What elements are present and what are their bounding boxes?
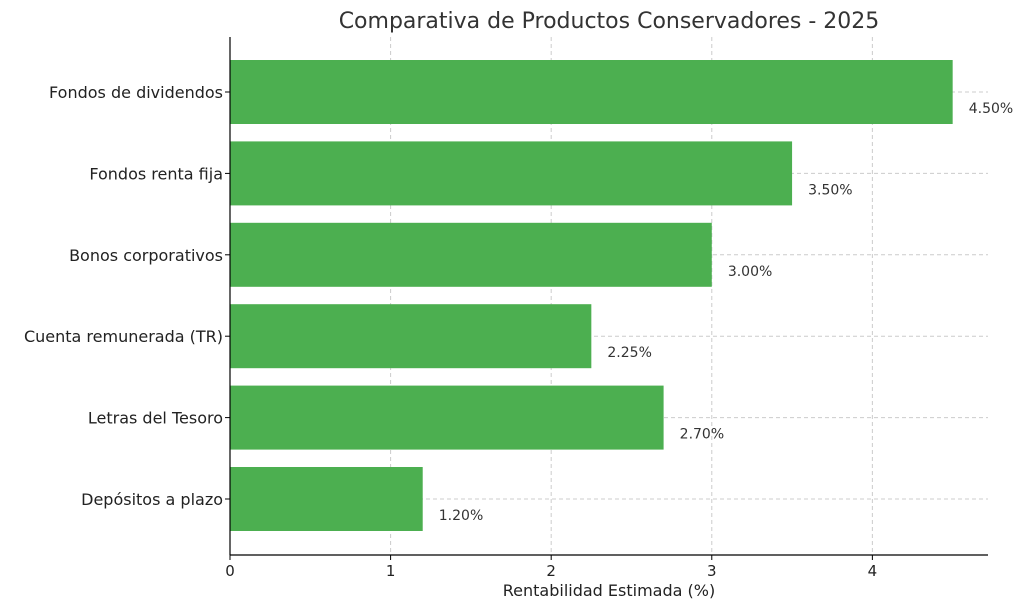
bar: [230, 467, 423, 531]
bar: [230, 385, 664, 450]
y-tick-label: Fondos de dividendos: [49, 83, 223, 102]
data-label: 3.00%: [728, 264, 772, 280]
bar: [230, 304, 592, 369]
y-tick-label: Letras del Tesoro: [88, 409, 223, 428]
data-label: 1.20%: [439, 508, 483, 524]
y-tick-labels: Fondos de dividendos Fondos renta fija Bon…: [24, 83, 230, 509]
data-labels: 4.50% 3.50% 3.00% 2.25% 2.70% 1.20%: [439, 101, 1013, 524]
data-label: 2.25%: [607, 345, 651, 361]
x-tick-labels: 0 1 2 3 4: [225, 555, 877, 580]
y-tick-label: Bonos corporativos: [69, 246, 223, 265]
x-tick-label: 2: [546, 562, 556, 580]
data-label: 4.50%: [969, 101, 1013, 117]
bars: [230, 60, 953, 531]
y-tick-label: Fondos renta fija: [89, 164, 223, 183]
bar: [230, 141, 793, 206]
y-tick-label: Cuenta remunerada (TR): [24, 327, 223, 346]
x-axis-label: Rentabilidad Estimada (%): [503, 581, 715, 600]
data-label: 3.50%: [808, 182, 852, 198]
bar: [230, 222, 712, 287]
x-tick-label: 1: [386, 562, 396, 580]
chart-title: Comparativa de Productos Conservadores -…: [339, 9, 880, 34]
y-tick-label: Depósitos a plazo: [81, 490, 223, 509]
x-tick-label: 4: [868, 562, 878, 580]
x-tick-label: 3: [707, 562, 717, 580]
x-tick-label: 0: [225, 562, 235, 580]
bar: [230, 60, 953, 124]
data-label: 2.70%: [680, 427, 724, 443]
